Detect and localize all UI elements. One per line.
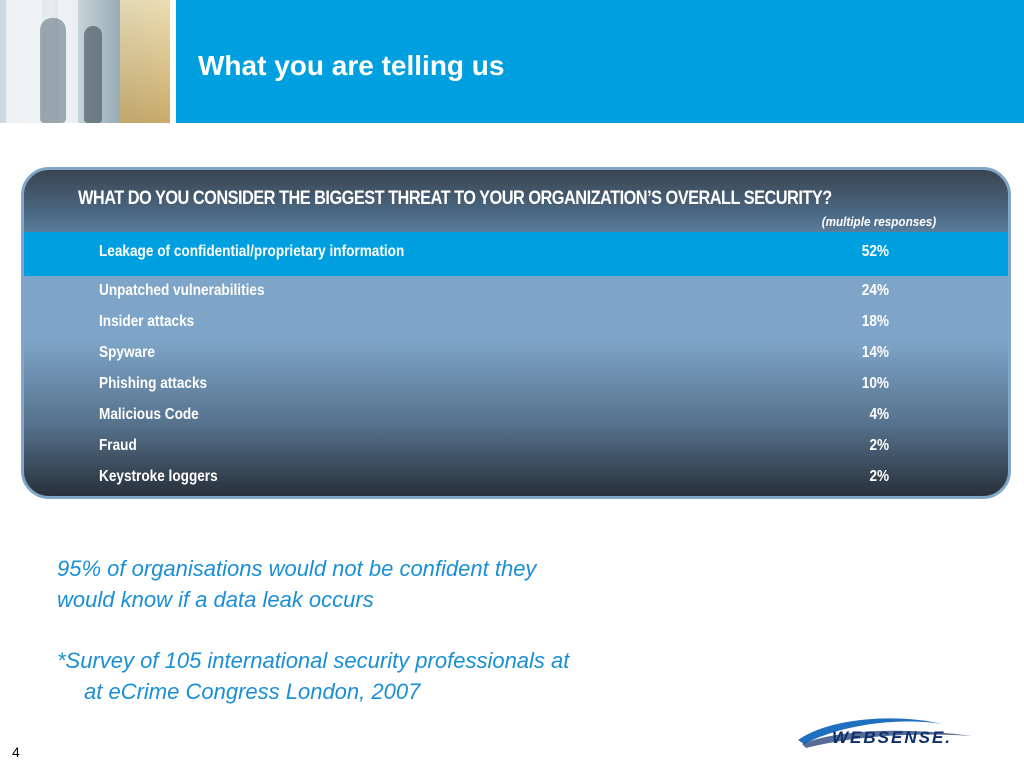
person-silhouette [84, 26, 102, 123]
footnote-line: at eCrime Congress London, 2007 [84, 679, 421, 704]
row-value: 10% [861, 375, 889, 392]
row-label: Keystroke loggers [99, 468, 218, 485]
row-label: Malicious Code [99, 406, 199, 423]
websense-logo: WEBSENSE. [792, 714, 1002, 754]
key-finding: 95% of organisations would not be confid… [57, 553, 677, 615]
survey-row: Spyware 14% [99, 344, 889, 368]
row-value: 14% [861, 344, 889, 361]
row-label: Unpatched vulnerabilities [99, 282, 265, 299]
row-value: 2% [869, 468, 889, 485]
row-value: 18% [861, 313, 889, 330]
row-label: Insider attacks [99, 313, 195, 330]
survey-question: WHAT DO YOU CONSIDER THE BIGGEST THREAT … [78, 188, 832, 209]
logo-swoosh-icon [798, 718, 972, 748]
finding-line: 95% of organisations would not be confid… [57, 556, 537, 581]
survey-row: Malicious Code 4% [99, 406, 889, 430]
logo-text: WEBSENSE. [832, 728, 953, 747]
survey-footnote: *Survey of 105 international security pr… [57, 645, 697, 707]
row-value: 24% [861, 282, 889, 299]
survey-row: Fraud 2% [99, 437, 889, 461]
survey-row: Leakage of confidential/proprietary info… [99, 243, 889, 267]
row-value: 2% [869, 437, 889, 454]
survey-row: Unpatched vulnerabilities 24% [99, 282, 889, 306]
row-value: 4% [869, 406, 889, 423]
row-label: Phishing attacks [99, 375, 208, 392]
row-label: Leakage of confidential/proprietary info… [99, 243, 405, 260]
survey-row: Keystroke loggers 2% [99, 468, 889, 492]
page-number: 4 [12, 744, 20, 760]
row-label: Fraud [99, 437, 137, 454]
row-value: 52% [861, 243, 889, 260]
survey-note: (multiple responses) [821, 214, 936, 229]
header-photo [0, 0, 170, 123]
survey-row: Phishing attacks 10% [99, 375, 889, 399]
highlight-row [24, 232, 1008, 276]
footnote-line: *Survey of 105 international security pr… [57, 648, 570, 673]
survey-panel: WHAT DO YOU CONSIDER THE BIGGEST THREAT … [21, 167, 1011, 499]
row-label: Spyware [99, 344, 155, 361]
page-title: What you are telling us [198, 50, 505, 81]
survey-row: Insider attacks 18% [99, 313, 889, 337]
person-silhouette [40, 18, 66, 123]
header-bar [176, 0, 1024, 123]
finding-line: would know if a data leak occurs [57, 587, 374, 612]
